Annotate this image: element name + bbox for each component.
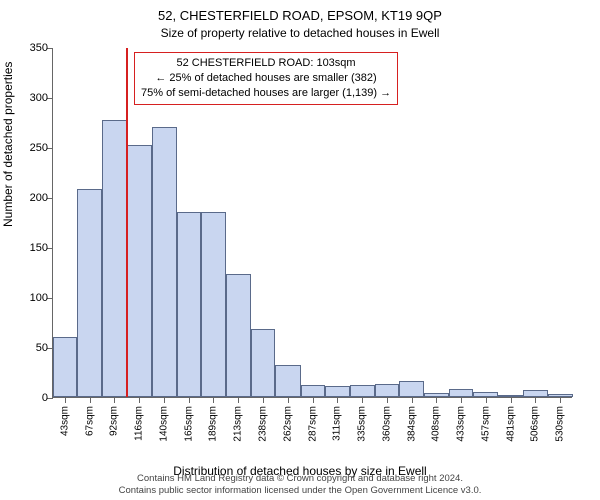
x-tick-label: 67sqm (84, 406, 95, 436)
x-tick-label: 165sqm (184, 406, 195, 442)
x-tick-label: 116sqm (134, 406, 145, 441)
x-tick (362, 397, 363, 403)
x-tick (511, 397, 512, 403)
histogram-bar (177, 212, 201, 397)
x-tick-label: 360sqm (382, 406, 393, 442)
x-tick (412, 397, 413, 403)
histogram-bar (152, 127, 177, 397)
x-tick (288, 397, 289, 403)
histogram-bar (226, 274, 251, 397)
x-tick (238, 397, 239, 403)
x-tick-label: 481sqm (505, 406, 516, 442)
y-tick-label: 0 (18, 392, 48, 404)
x-tick (90, 397, 91, 403)
x-tick-label: 140sqm (159, 406, 170, 442)
x-tick-label: 213sqm (233, 406, 244, 442)
x-tick (263, 397, 264, 403)
reference-line (126, 48, 128, 397)
y-axis-label: Number of detached properties (1, 62, 15, 227)
y-tick-label: 300 (18, 92, 48, 104)
x-tick (189, 397, 190, 403)
y-tick-label: 100 (18, 292, 48, 304)
histogram-bar (523, 390, 547, 397)
annotation-line-3: 75% of semi-detached houses are larger (… (141, 86, 391, 101)
histogram-bar (251, 329, 275, 397)
x-tick (387, 397, 388, 403)
histogram-bar (201, 212, 225, 397)
histogram-bar (102, 120, 127, 397)
y-tick-label: 200 (18, 192, 48, 204)
x-tick (139, 397, 140, 403)
x-tick (560, 397, 561, 403)
x-tick (535, 397, 536, 403)
histogram-bar (77, 189, 101, 397)
x-tick (65, 397, 66, 403)
histogram-bar (375, 384, 399, 397)
x-tick-label: 335sqm (357, 406, 368, 442)
footer: Contains HM Land Registry data © Crown c… (0, 473, 600, 497)
y-tick-label: 50 (18, 342, 48, 354)
annotation-line-2: ← 25% of detached houses are smaller (38… (141, 71, 391, 86)
x-tick (114, 397, 115, 403)
annotation-line-1: 52 CHESTERFIELD ROAD: 103sqm (141, 56, 391, 71)
x-tick-label: 189sqm (208, 406, 219, 442)
x-tick-label: 238sqm (258, 406, 269, 442)
page-title: 52, CHESTERFIELD ROAD, EPSOM, KT19 9QP (0, 0, 600, 23)
footer-line-1: Contains HM Land Registry data © Crown c… (0, 473, 600, 485)
histogram-bar (127, 145, 151, 397)
histogram-bar (350, 385, 375, 397)
x-tick (164, 397, 165, 403)
x-tick-label: 384sqm (406, 406, 417, 442)
x-tick (461, 397, 462, 403)
histogram-bar (275, 365, 300, 397)
x-tick (313, 397, 314, 403)
x-tick-label: 530sqm (555, 406, 566, 442)
footer-line-2: Contains public sector information licen… (0, 485, 600, 497)
histogram-bar (301, 385, 325, 397)
x-tick-label: 262sqm (283, 406, 294, 442)
x-tick-label: 92sqm (109, 406, 120, 436)
chart-container: 43sqm67sqm92sqm116sqm140sqm165sqm189sqm2… (52, 48, 572, 428)
x-tick (436, 397, 437, 403)
y-tick-label: 150 (18, 242, 48, 254)
x-tick (337, 397, 338, 403)
x-tick-label: 287sqm (308, 406, 319, 442)
y-tick-label: 350 (18, 42, 48, 54)
histogram-bar (449, 389, 473, 397)
x-tick-label: 311sqm (332, 406, 343, 441)
y-tick-label: 250 (18, 142, 48, 154)
x-tick-label: 457sqm (480, 406, 491, 442)
histogram-bar (399, 381, 423, 397)
x-tick-label: 408sqm (431, 406, 442, 442)
annotation-box: 52 CHESTERFIELD ROAD: 103sqm ← 25% of de… (134, 52, 398, 105)
x-tick-label: 43sqm (60, 406, 71, 436)
x-tick-label: 433sqm (456, 406, 467, 442)
histogram-bar (53, 337, 77, 397)
x-tick (486, 397, 487, 403)
x-tick (213, 397, 214, 403)
page-subtitle: Size of property relative to detached ho… (0, 23, 600, 40)
histogram-bar (325, 386, 349, 397)
x-tick-label: 506sqm (530, 406, 541, 442)
